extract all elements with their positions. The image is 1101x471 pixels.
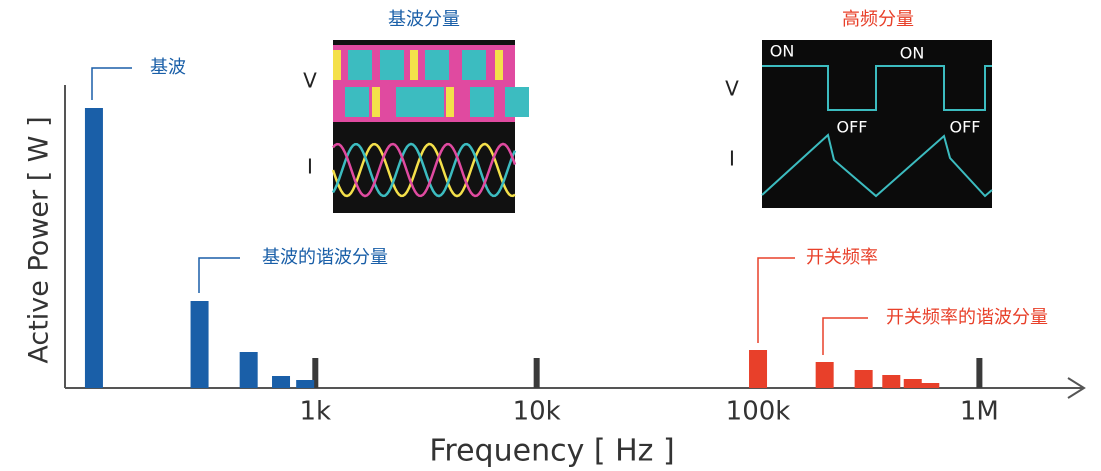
- x-tick-mark: [534, 358, 540, 388]
- annotation-leader: [92, 68, 132, 100]
- bar: [85, 108, 103, 388]
- bar: [191, 301, 209, 388]
- inset-i-label: I: [307, 155, 313, 179]
- pwm-block: [333, 50, 341, 80]
- x-axis-label: Frequency [ Hz ]: [429, 434, 674, 469]
- inset-on-label: ON: [770, 42, 795, 61]
- bar: [882, 375, 900, 388]
- inset-high-frequency: 高频分量 V I ON ON OFF OFF: [725, 9, 992, 208]
- bar: [921, 383, 939, 388]
- x-tick-label: 1M: [960, 397, 999, 427]
- x-tick-label: 1k: [300, 397, 332, 427]
- inset-fundamental: 基波分量 V I: [303, 9, 529, 213]
- pwm-block: [425, 50, 449, 80]
- bar: [816, 362, 834, 388]
- annotation: 开关频率: [806, 247, 878, 268]
- inset-title: 高频分量: [842, 9, 914, 30]
- bar: [296, 380, 314, 388]
- pwm-block: [462, 50, 486, 80]
- annotation-leader: [199, 258, 240, 293]
- bar: [240, 352, 258, 388]
- pwm-block: [345, 87, 369, 117]
- pwm-block: [348, 50, 372, 80]
- pwm-block: [380, 50, 404, 80]
- chart: Frequency [ Hz ] Active Power [ W ] 基波分量…: [0, 0, 1101, 471]
- inset-on-label: ON: [900, 44, 925, 63]
- inset-off-label: OFF: [950, 118, 981, 137]
- annotation-leader: [823, 318, 868, 355]
- inset-i-label: I: [729, 147, 735, 171]
- pwm-block: [372, 87, 380, 117]
- pwm-block: [446, 87, 454, 117]
- pwm-block: [420, 87, 444, 117]
- inset-v-label: V: [303, 69, 317, 93]
- inset-title: 基波分量: [388, 9, 460, 30]
- annotation: 开关频率的谐波分量: [886, 307, 1048, 328]
- pwm-block: [470, 87, 494, 117]
- x-tick-label: 10k: [513, 397, 561, 427]
- annotation: 基波的谐波分量: [262, 247, 388, 268]
- annotation-leader: [758, 258, 795, 343]
- bar: [904, 379, 922, 388]
- bar: [855, 370, 873, 388]
- pwm-block: [410, 50, 418, 80]
- pwm-block: [505, 87, 529, 117]
- x-tick-label: 100k: [726, 397, 791, 427]
- pwm-block: [396, 87, 420, 117]
- y-axis-label: Active Power [ W ]: [24, 116, 55, 363]
- bar: [749, 350, 767, 388]
- x-tick-mark: [976, 358, 982, 388]
- inset-v-label: V: [725, 77, 739, 101]
- pwm-block: [495, 50, 503, 80]
- annotation: 基波: [150, 57, 186, 78]
- inset-off-label: OFF: [837, 118, 868, 137]
- bar: [272, 376, 290, 388]
